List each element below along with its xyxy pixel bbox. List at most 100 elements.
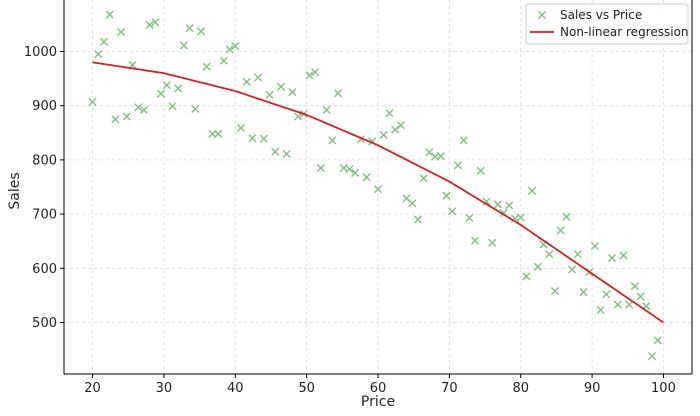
scatter-point [647,352,657,361]
scatter-point [579,288,588,297]
scatter-point [516,213,525,222]
scatter-point [242,77,251,86]
scatter-point [333,89,343,98]
scatter-point [293,112,303,121]
scatter-point [111,115,120,124]
scatter-point [425,148,434,157]
scatter-point [568,265,577,274]
scatter-point [625,300,634,309]
scatter-point [254,73,263,82]
x-tick-label: 90 [584,381,601,396]
scatter-point [448,207,457,216]
scatter-point [613,300,622,309]
scatter-point [465,213,474,222]
x-tick-label: 70 [441,381,458,396]
scatter-point [305,71,314,80]
axis-labels: Price Sales [7,172,395,410]
regression-line [92,61,664,324]
scatter-point [276,82,286,91]
scatter-point [156,89,166,98]
y-axis-label: Sales [7,172,23,209]
scatter-points [88,10,662,361]
y-tick-label: 800 [32,153,57,168]
scatter-point [214,129,223,138]
scatter-point [202,62,211,71]
scatter-point [636,292,645,301]
scatter-point [476,166,485,175]
scatter-point [185,24,194,33]
scatter-point [522,272,531,281]
scatter-point [328,136,337,145]
scatter-point [196,27,206,36]
legend-scatter-marker [537,10,547,20]
scatter-point [453,161,463,170]
scatter-point [248,134,257,143]
scatter-point [116,27,126,37]
scatter-point [351,168,360,178]
scatter-point [556,226,565,235]
x-tick-label: 100 [651,381,676,396]
scatter-point [653,336,662,345]
scatter-point [362,173,371,182]
scatter-point [288,88,297,97]
scatter-point [105,10,114,19]
scatter-point [179,41,188,50]
scatter-point [482,197,491,206]
axes: 20 30 40 50 60 70 80 90 100 500 600 700 800 900 1000 [24,0,693,396]
scatter-point [99,37,109,46]
scatter-point [94,50,103,59]
x-tick-label: 40 [227,381,244,396]
scatter-point [265,90,274,99]
scatter-point [282,149,291,159]
scatter-point [174,84,183,93]
scatter-point [493,200,502,209]
scatter-point [396,121,405,130]
scatter-point [533,262,542,271]
scatter-point [488,238,497,247]
scatter-point [236,123,246,133]
scatter-point [408,199,417,208]
scatter-point [379,130,388,140]
scatter-point [168,102,177,111]
x-tick-label: 30 [156,381,173,396]
scatter-point [225,45,234,54]
x-tick-label: 80 [512,381,529,396]
x-tick-label: 20 [84,381,101,396]
grid-lines [64,0,692,374]
legend-item-sales-vs-price: Sales vs Price [560,8,642,22]
scatter-point [442,191,451,200]
y-tick-label: 700 [32,208,57,223]
scatter-point [413,215,423,224]
scatter-point [134,103,143,112]
scatter-point [191,104,200,114]
legend-box [525,3,689,45]
regression-line-layer [92,61,664,324]
scatter-point [562,212,571,221]
scatter-point [271,147,280,156]
scatter-point [88,97,97,106]
scatter-point [162,81,171,90]
scatter-point [436,152,445,161]
y-tick-label: 500 [32,316,57,331]
scatter-point [145,20,154,30]
x-tick-label: 50 [298,381,315,396]
scatter-point [139,105,149,115]
x-tick-label: 60 [370,381,387,396]
y-tick-label: 900 [32,99,57,114]
scatter-point [122,112,131,121]
scatter-point [573,250,582,259]
scatter-point [373,185,383,194]
scatter-point [219,56,228,65]
scatter-point [322,105,331,115]
scatter-point [259,134,268,143]
scatter-point [619,251,628,260]
scatter-point [419,174,428,183]
legend-item-nonlinear-regression: Non-linear regression [560,25,689,39]
scatter-point [391,125,400,134]
scatter-point [528,186,537,195]
scatter-point [470,236,480,245]
scatter-point [545,250,554,259]
legend: Sales vs Price Non-linear regression [525,3,689,45]
